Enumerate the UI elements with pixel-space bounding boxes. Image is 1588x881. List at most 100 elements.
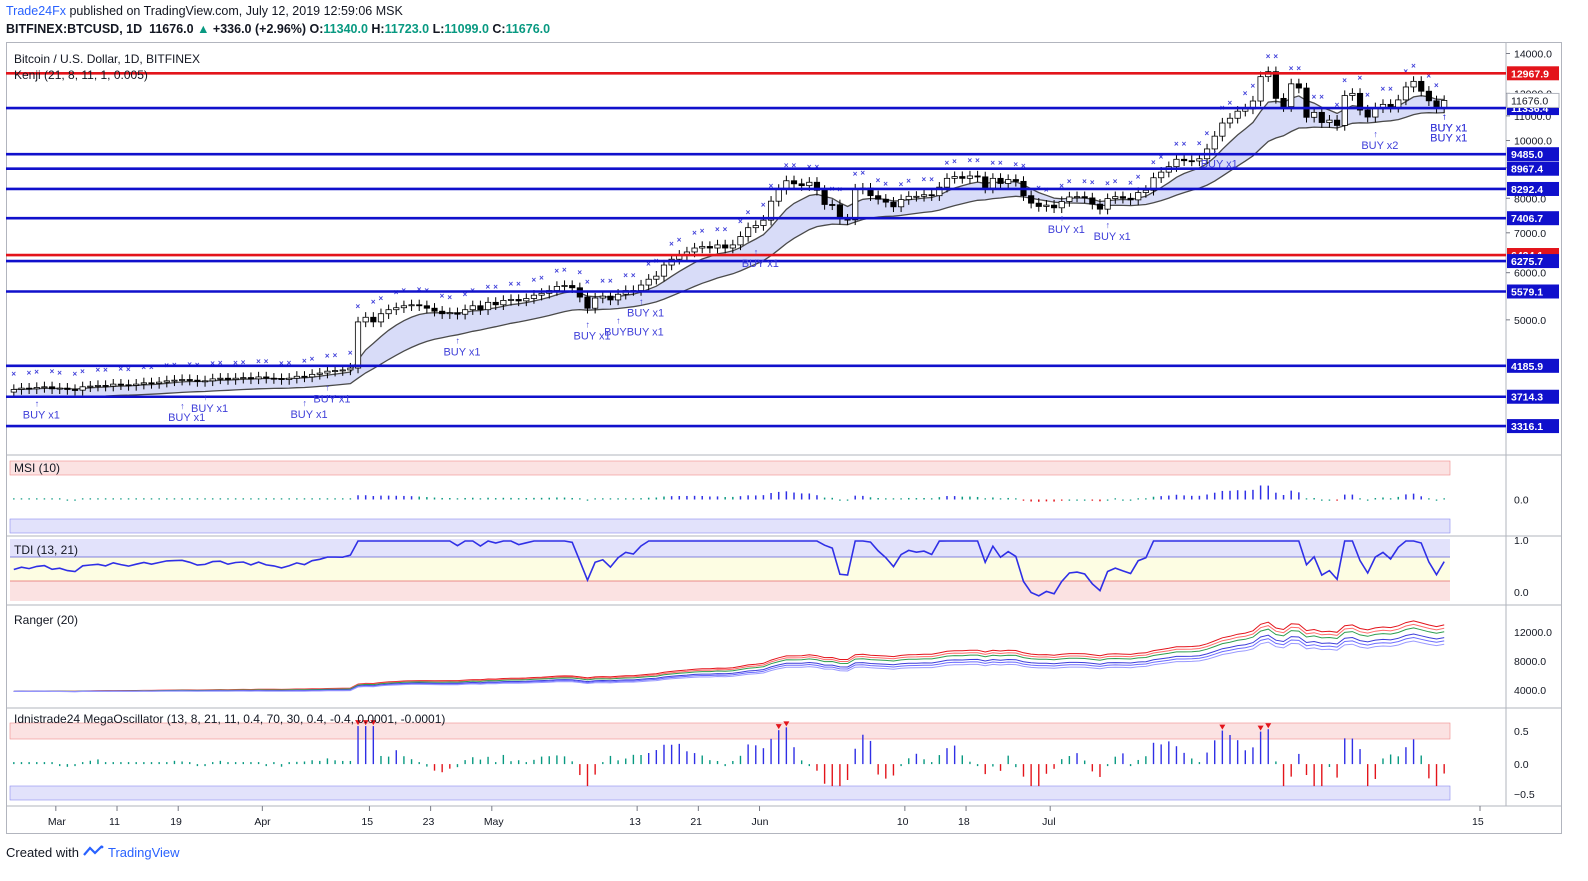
level-label-text: 9485.0 [1511,149,1543,161]
candle-up [1150,177,1157,191]
candle [324,366,331,379]
sar-marker: × [944,159,949,168]
sar-marker: × [922,175,927,184]
buy-signal-label: BUY x1 [573,330,610,342]
candle-up [1257,76,1264,102]
level-label: 3714.3 [1507,389,1559,404]
time-tick-label: 15 [1472,816,1484,828]
sar-marker: × [241,358,246,367]
buy-signal-label: BUY x1 [290,409,327,421]
candle-up [1410,80,1417,88]
candle [790,175,798,190]
candle-up [201,380,209,383]
candle-down [829,204,836,206]
footer: Created with TradingView [6,845,180,860]
level-label: 9485.0 [1507,147,1559,162]
sar-marker: × [1151,158,1156,167]
candle [1226,113,1234,129]
sar-marker: × [1128,178,1133,187]
level-label-text: 8967.4 [1511,164,1543,176]
candle [102,380,109,392]
candle [1318,107,1325,128]
candle-up [898,199,905,208]
buy-arrow-icon: ↑ [616,316,621,326]
sar-marker: × [1013,160,1018,169]
candle-up [775,188,782,202]
sar-marker: × [929,175,934,184]
candle-up [806,181,813,187]
sar-marker: × [325,351,330,360]
candle-down [607,295,614,301]
candle [829,199,836,211]
candle [1418,76,1425,97]
sar-marker: × [264,357,269,366]
candle-up [469,305,476,311]
sar-marker: × [577,268,582,277]
time-tick-label: 13 [629,816,641,828]
candle-up [1066,196,1073,202]
price-tick-label: 5000.0 [1514,315,1546,327]
chart-svg[interactable]: 5000.06000.07000.08000.09000.010000.0110… [6,42,1562,834]
candle [94,380,102,392]
sar-marker: × [440,291,445,300]
candle [714,239,721,254]
candle [1425,86,1432,107]
sar-marker: × [1426,71,1431,80]
candle [745,222,752,242]
candle-up [347,367,354,371]
buy-signal-label: BUY x1 [1430,133,1467,145]
candle [1326,115,1333,128]
buy-arrow-icon: ↑ [1060,213,1065,223]
candle-up [729,244,736,249]
candle-up [1326,119,1333,123]
candle [1402,81,1410,106]
candle [645,274,652,291]
sar-marker: × [807,163,812,172]
candle-down [706,246,713,249]
sar-marker: × [187,360,192,369]
candle-up [171,379,178,382]
buy-signal-label: BUY x1 [1430,123,1467,135]
ranger-tick-label: 8000.0 [1514,656,1546,668]
candle-down [1280,97,1287,108]
sar-marker: × [126,365,131,374]
sar-marker: × [256,357,261,366]
sar-marker: × [463,290,468,299]
level-label-text: 7406.7 [1511,213,1543,225]
chart-frame[interactable]: 5000.06000.07000.08000.09000.010000.0110… [6,42,1562,834]
ohlc-bar: BITFINEX:BTCUSD, 1D 11676.0 ▲ +336.0 (+2… [6,22,550,36]
high-label: H: [371,22,385,36]
candle [33,382,40,395]
candle [309,369,316,383]
publisher-link[interactable]: Trade24Fx [6,4,66,18]
candle [1242,103,1249,117]
candle-up [10,389,17,393]
sar-marker: × [356,302,361,311]
chart-border [6,42,1562,834]
candle-up [87,385,94,388]
candle-down [1303,87,1310,118]
candle [1219,117,1226,142]
candle [56,383,63,395]
tradingview-brand[interactable]: TradingView [108,845,180,860]
sar-marker: × [1289,64,1294,73]
candle-up [645,278,652,286]
sar-marker: × [967,156,972,165]
candle-down [1051,204,1058,209]
candle [553,281,560,296]
candle [898,194,905,213]
sar-marker: × [1136,173,1141,182]
candle-up [1226,117,1234,124]
candle-down [982,176,989,189]
sar-marker: × [554,267,559,276]
buy-signal-label: BUY x1 [627,307,664,319]
candle-down [1028,195,1035,204]
candle-down [1272,71,1279,99]
sar-marker: × [600,276,605,285]
time-tick-label: 18 [958,816,970,828]
candle [354,316,362,374]
buy-signal-label: BUYBUY x1 [604,327,664,339]
level-label-bg [1507,254,1559,269]
level-label: 4185.9 [1507,358,1559,373]
sar-marker: × [447,293,452,302]
